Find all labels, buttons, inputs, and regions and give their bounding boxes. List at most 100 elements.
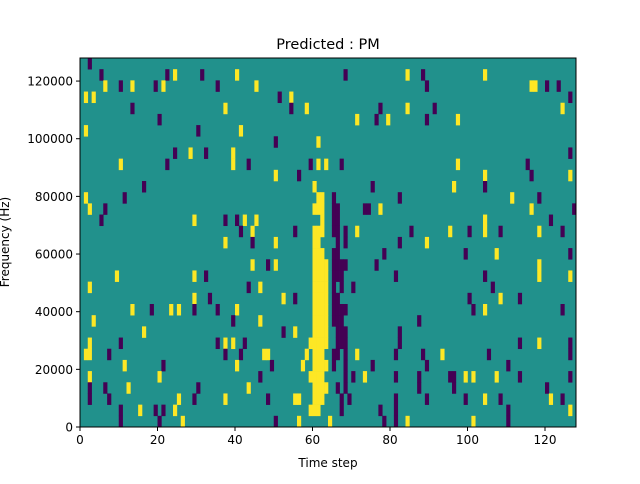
heatmap-cell-high xyxy=(231,337,236,350)
heatmap-cell-low xyxy=(393,393,399,405)
heatmap-cell-high xyxy=(405,415,410,428)
heatmap-cell-high xyxy=(114,270,120,282)
heatmap-cell-low xyxy=(343,371,348,383)
heatmap-cell-low xyxy=(343,359,348,372)
heatmap-cell-low xyxy=(335,214,340,227)
x-tick-label: 100 xyxy=(456,433,479,447)
heatmap-cell-high xyxy=(312,225,317,238)
heatmap-cell-low xyxy=(393,270,399,282)
heatmap-cell-low xyxy=(87,382,92,394)
heatmap-cell-high xyxy=(87,337,92,350)
heatmap-cell-high xyxy=(312,315,317,327)
heatmap-cell-low xyxy=(335,270,340,282)
heatmap-cell-high xyxy=(316,382,321,394)
heatmap-cell-high xyxy=(316,259,321,271)
heatmap-cell-low xyxy=(223,214,228,227)
heatmap-cell-low xyxy=(517,292,523,305)
heatmap-cell-low xyxy=(118,337,123,350)
heatmap-cell-high xyxy=(483,393,488,405)
heatmap-cell-high xyxy=(231,158,236,171)
heatmap-cell-high xyxy=(448,225,453,238)
heatmap-cell-high xyxy=(176,304,182,316)
heatmap-cell-high xyxy=(316,203,321,215)
heatmap-cell-low xyxy=(107,393,112,405)
heatmap-cell-low xyxy=(246,158,251,171)
heatmap-cell-low xyxy=(192,304,197,316)
heatmap-cell-low xyxy=(331,281,337,294)
heatmap-cell-low xyxy=(200,69,205,81)
heatmap-cell-high xyxy=(316,348,321,361)
heatmap-cell-high xyxy=(537,259,542,271)
heatmap-cell-low xyxy=(297,169,302,182)
heatmap-cell-high xyxy=(130,80,135,92)
heatmap-cell-high xyxy=(258,281,263,294)
heatmap-cell-high xyxy=(281,292,286,305)
heatmap-cell-high xyxy=(537,270,542,282)
heatmap-cell-high xyxy=(308,371,313,383)
heatmap-cell-low xyxy=(273,136,278,148)
heatmap-cell-high xyxy=(320,348,325,361)
heatmap-cell-low xyxy=(103,382,108,394)
heatmap-cell-high xyxy=(324,337,329,350)
heatmap-cell-high xyxy=(548,393,554,405)
heatmap-cell-low xyxy=(231,315,236,327)
heatmap-cell-low xyxy=(335,326,340,338)
heatmap-cell-low xyxy=(339,326,344,338)
heatmap-cell-high xyxy=(316,337,321,350)
heatmap-cell-low xyxy=(339,393,344,405)
heatmap-cell-high xyxy=(324,270,329,282)
heatmap-cell-high xyxy=(273,169,278,182)
heatmap-cell-low xyxy=(463,248,468,260)
heatmap-cell-low xyxy=(277,91,282,104)
heatmap-cell-high xyxy=(83,348,89,361)
heatmap-cell-low xyxy=(339,259,344,271)
heatmap-cell-high xyxy=(529,80,534,92)
heatmap-cell-low xyxy=(506,415,511,428)
heatmap-cell-low xyxy=(393,348,399,361)
heatmap-cell-high xyxy=(320,203,325,215)
heatmap-cell-low xyxy=(525,158,530,171)
y-tick-label: 120000 xyxy=(27,75,73,89)
heatmap-cell-high xyxy=(560,102,565,115)
heatmap-cell-low xyxy=(293,292,298,305)
x-axis-label: Time step xyxy=(297,456,357,470)
y-axis: 0 20000 40000 60000 80000 100000 120000 xyxy=(27,75,80,435)
heatmap-cell-low xyxy=(122,192,127,204)
heatmap-cell-low xyxy=(153,80,158,92)
heatmap-cell-low xyxy=(343,236,348,249)
heatmap-cell-low xyxy=(506,404,511,417)
heatmap-cell-low xyxy=(378,102,383,115)
heatmap-cell-high xyxy=(316,225,321,238)
heatmap-cell-high xyxy=(312,259,317,271)
heatmap-cell-low xyxy=(331,315,337,327)
heatmap-cell-low xyxy=(335,292,340,305)
heatmap-cell-low xyxy=(157,113,162,126)
heatmap-cell-high xyxy=(192,214,197,227)
heatmap-cell-low xyxy=(560,304,565,316)
heatmap-cell-high xyxy=(87,203,92,215)
heatmap-cell-low xyxy=(560,225,565,238)
heatmap-cell-high xyxy=(235,304,240,316)
heatmap-cell-low xyxy=(242,337,247,350)
heatmap-cell-low xyxy=(347,393,352,405)
heatmap-cell-high xyxy=(87,371,92,383)
heatmap-cell-low xyxy=(374,113,379,126)
heatmap-cell-low xyxy=(463,393,468,405)
heatmap-cell-high xyxy=(250,225,255,238)
heatmap-cell-high xyxy=(130,304,135,316)
x-tick-label: 20 xyxy=(150,433,165,447)
heatmap-cell-low xyxy=(196,125,201,137)
heatmap-cell-high xyxy=(455,113,461,126)
heatmap-cell-high xyxy=(529,203,534,215)
heatmap-cell-high xyxy=(169,304,174,316)
heatmap-cell-low xyxy=(335,382,340,394)
heatmap-cell-low xyxy=(339,281,344,294)
plot-frame xyxy=(79,57,577,428)
heatmap-cell-high xyxy=(320,192,325,204)
heatmap-cell-high xyxy=(568,404,573,417)
heatmap-cell-high xyxy=(324,259,329,271)
heatmap-cell-low xyxy=(331,248,337,260)
heatmap-cell-high xyxy=(320,382,325,394)
heatmap-cell-high xyxy=(304,348,309,361)
x-tick-label: 80 xyxy=(382,433,397,447)
